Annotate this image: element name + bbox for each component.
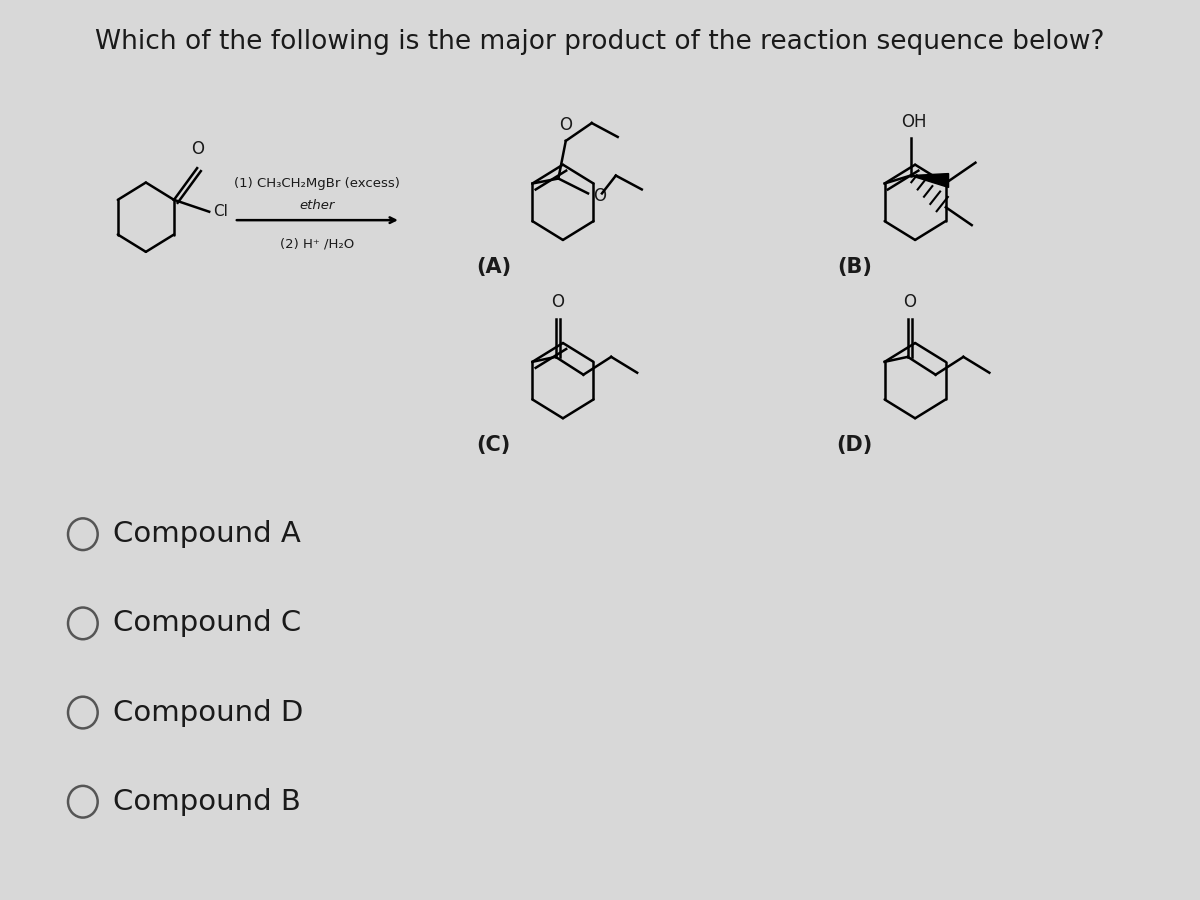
Text: (2) H⁺ /H₂O: (2) H⁺ /H₂O	[280, 238, 354, 251]
Text: Cl: Cl	[212, 204, 228, 220]
Text: (A): (A)	[476, 256, 511, 276]
Text: Compound C: Compound C	[114, 609, 301, 637]
Text: (B): (B)	[838, 256, 872, 276]
Text: O: O	[904, 293, 916, 311]
Text: Compound A: Compound A	[114, 520, 301, 548]
Text: Compound B: Compound B	[114, 788, 301, 815]
Text: Which of the following is the major product of the reaction sequence below?: Which of the following is the major prod…	[95, 29, 1105, 55]
Polygon shape	[911, 174, 948, 187]
Text: OH: OH	[901, 113, 928, 131]
Text: (D): (D)	[836, 435, 872, 455]
Text: (1) CH₃CH₂MgBr (excess): (1) CH₃CH₂MgBr (excess)	[234, 177, 401, 191]
Text: ether: ether	[300, 199, 335, 212]
Text: O: O	[559, 116, 572, 134]
Text: O: O	[191, 140, 204, 158]
Text: O: O	[551, 293, 564, 311]
Text: (C): (C)	[476, 435, 510, 455]
Text: O: O	[593, 187, 606, 205]
Text: Compound D: Compound D	[114, 698, 304, 726]
